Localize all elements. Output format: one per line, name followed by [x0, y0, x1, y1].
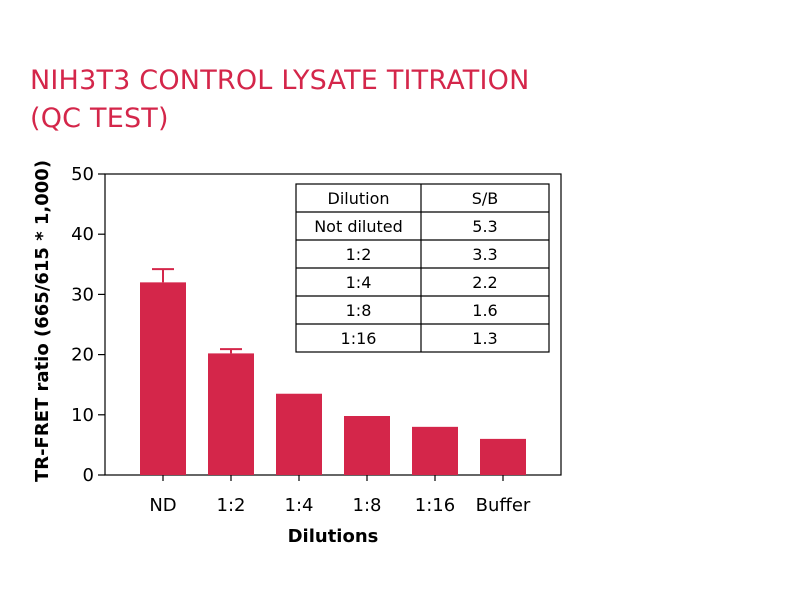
table-cell: 1:2: [346, 245, 372, 264]
y-tick-label: 50: [71, 164, 94, 185]
y-tick-label: 10: [71, 405, 94, 426]
x-tick-label: ND: [149, 495, 176, 516]
table-cell: 1.3: [472, 329, 497, 348]
chart-title: NIH3T3 CONTROL LYSATE TITRATION (QC TEST…: [30, 62, 650, 138]
x-tick-label: 1:8: [353, 495, 382, 516]
x-axis-title: Dilutions: [288, 526, 379, 547]
bar: [276, 393, 322, 475]
x-tick-label: Buffer: [476, 495, 531, 516]
table-cell: Not diluted: [314, 217, 403, 236]
table-header-cell: S/B: [472, 189, 499, 208]
bar: [480, 438, 526, 475]
table-cell: 2.2: [472, 273, 497, 292]
x-tick-label: 1:2: [217, 495, 246, 516]
y-tick-label: 30: [71, 284, 94, 305]
table-cell: 1:8: [346, 301, 372, 320]
table-cell: 5.3: [472, 217, 497, 236]
bar: [140, 282, 186, 475]
plot-frame: [104, 173, 562, 476]
bar: [208, 353, 254, 475]
chart-title-line-1: NIH3T3 CONTROL LYSATE TITRATION: [30, 65, 530, 96]
bar: [412, 426, 458, 475]
table-cell: 1.6: [472, 301, 497, 320]
y-tick-label: 20: [71, 345, 94, 366]
x-tick-label: 1:16: [415, 495, 455, 516]
table-cell: 1:16: [341, 329, 377, 348]
table-cell: 1:4: [346, 273, 372, 292]
y-tick-label: 40: [71, 224, 94, 245]
table-cell: 3.3: [472, 245, 497, 264]
chart-title-line-2: (QC TEST): [30, 103, 169, 134]
table-header-cell: Dilution: [328, 189, 390, 208]
bar: [344, 416, 390, 475]
y-tick-label: 0: [83, 465, 94, 486]
x-tick-label: 1:4: [285, 495, 314, 516]
y-axis-title: TR-FRET ratio (665/615 * 1,000): [32, 160, 53, 482]
